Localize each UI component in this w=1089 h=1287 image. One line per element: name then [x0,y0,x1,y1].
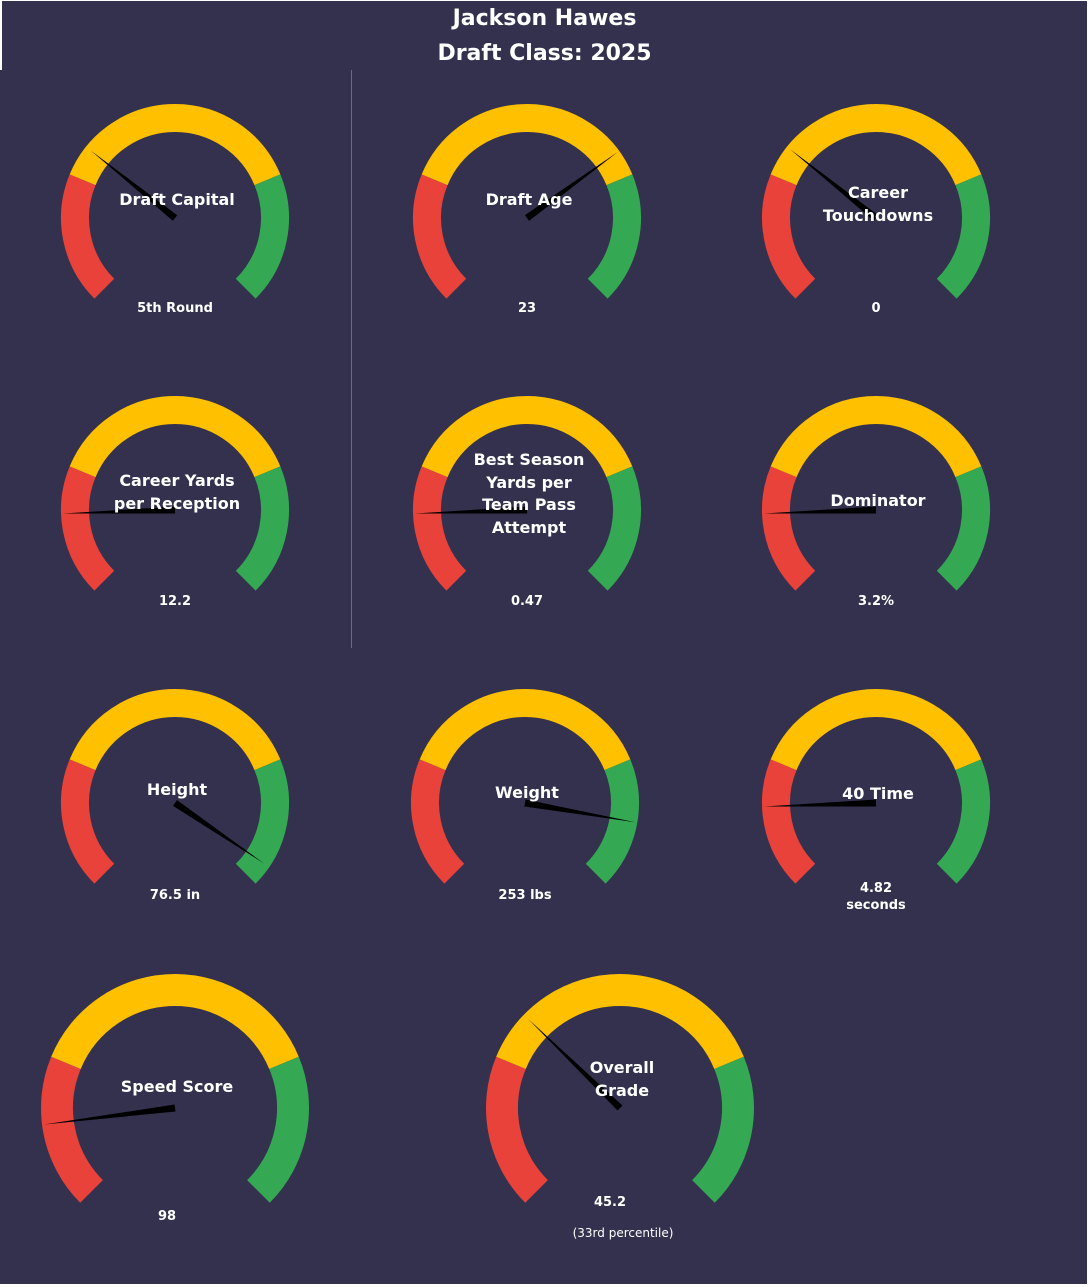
gauge-overall-grade: Overall Grade 45.2 (33rd percentile) [486,974,754,1240]
gauge-value-overall-grade: 45.2 [594,1195,626,1210]
needle-overall-grade [528,1018,623,1111]
column-divider [351,70,352,648]
gauge-label-40-time: 40 Time [842,784,914,803]
gauge-value-draft-age: 23 [518,301,536,316]
arc-green-weight [585,759,639,884]
player-name-title: Jackson Hawes [452,6,637,31]
arc-yellow-40-time [770,689,982,771]
arc-green-overall-grade [691,1056,754,1203]
arc-green-draft-capital [235,174,289,299]
arc-yellow-draft-age [421,104,633,186]
gauge-value-dominator: 3.2% [858,594,894,609]
needle-dominator [764,506,877,514]
arc-red-career-yards-per-reception [61,466,115,591]
gauge-best-season-yards-per-team-pass-attempt: Best Season Yards per Team Pass Attempt 0.47 [413,396,641,609]
arc-green-best-season-yards-per-team-pass-attempt [587,466,641,591]
needle-speed-score [44,1104,176,1125]
needle-height [173,800,265,864]
arc-yellow-draft-capital [69,104,281,186]
gauge-value-draft-capital: 5th Round [137,301,213,316]
gauge-label-weight: Weight [495,783,559,802]
arc-red-overall-grade [486,1056,549,1203]
arc-red-dominator [762,466,816,591]
gauge-value-weight: 253 lbs [498,888,551,903]
gauge-value-height: 76.5 in [150,888,200,903]
gauge-label-career-yards-per-reception: Career Yards per Reception [114,471,240,513]
needle-career-yards-per-reception [63,506,176,514]
gauge-value-career-yards-per-reception: 12.2 [159,594,191,609]
needle-weight [524,799,636,823]
arc-red-speed-score [41,1056,104,1203]
gauge-value-best-season-yards-per-team-pass-attempt: 0.47 [511,594,543,609]
arc-yellow-height [69,689,281,771]
gauge-label-speed-score: Speed Score [121,1077,234,1096]
gauge-note-overall-grade: (33rd percentile) [573,1226,674,1240]
right-border [1087,0,1089,1287]
gauge-label-draft-age: Draft Age [486,190,573,209]
arc-red-best-season-yards-per-team-pass-attempt [413,466,467,591]
needle-40-time [764,799,877,807]
gauge-label-best-season-yards-per-team-pass-attempt: Best Season Yards per Team Pass Attempt [474,450,585,537]
gauge-label-height: Height [147,780,208,799]
arc-yellow-career-yards-per-reception [69,396,281,478]
gauge-value-40-time: 4.82 seconds [846,881,906,913]
draft-class-subtitle: Draft Class: 2025 [437,41,652,66]
gauge-career-touchdowns: Career Touchdowns 0 [762,104,990,316]
gauge-value-speed-score: 98 [158,1209,176,1224]
bottom-border [0,1284,1089,1287]
gauge-40-time: 40 Time 4.82 seconds [762,689,990,913]
gauge-speed-score: Speed Score 98 [41,974,309,1224]
needle-best-season-yards-per-team-pass-attempt [415,506,528,514]
arc-red-weight [411,759,465,884]
arc-red-draft-capital [61,174,115,299]
arc-red-40-time [762,759,816,884]
arc-green-draft-age [587,174,641,299]
arc-green-height [235,759,289,884]
gauge-value-career-touchdowns: 0 [871,301,880,316]
arc-green-career-yards-per-reception [235,466,289,591]
arc-yellow-speed-score [51,974,299,1070]
arc-red-draft-age [413,174,467,299]
needle-draft-age [524,152,618,221]
gauge-height: Height 76.5 in [61,689,289,903]
arc-green-40-time [936,759,990,884]
needle-draft-capital [90,150,178,221]
arc-yellow-weight [419,689,631,771]
needle-career-touchdowns [790,149,879,221]
arc-green-speed-score [246,1056,309,1203]
arc-yellow-overall-grade [496,974,744,1070]
gauge-draft-age: Draft Age 23 [413,104,641,316]
arc-green-dominator [936,466,990,591]
arc-yellow-best-season-yards-per-team-pass-attempt [421,396,633,478]
gauge-label-dominator: Dominator [830,491,925,510]
gauge-draft-capital: Draft Capital 5th Round [61,104,289,316]
gauge-label-career-touchdowns: Career Touchdowns [823,183,933,225]
top-border [0,0,1089,1]
gauge-weight: Weight 253 lbs [411,689,639,903]
gauge-dominator: Dominator 3.2% [762,396,990,609]
arc-green-career-touchdowns [936,174,990,299]
gauge-label-overall-grade: Overall Grade [590,1058,655,1100]
gauge-career-yards-per-reception: Career Yards per Reception 12.2 [61,396,289,609]
arc-red-height [61,759,115,884]
left-border [0,0,2,70]
gauge-label-draft-capital: Draft Capital [119,190,235,209]
arc-red-career-touchdowns [762,174,816,299]
arc-yellow-career-touchdowns [770,104,982,186]
arc-yellow-dominator [770,396,982,478]
